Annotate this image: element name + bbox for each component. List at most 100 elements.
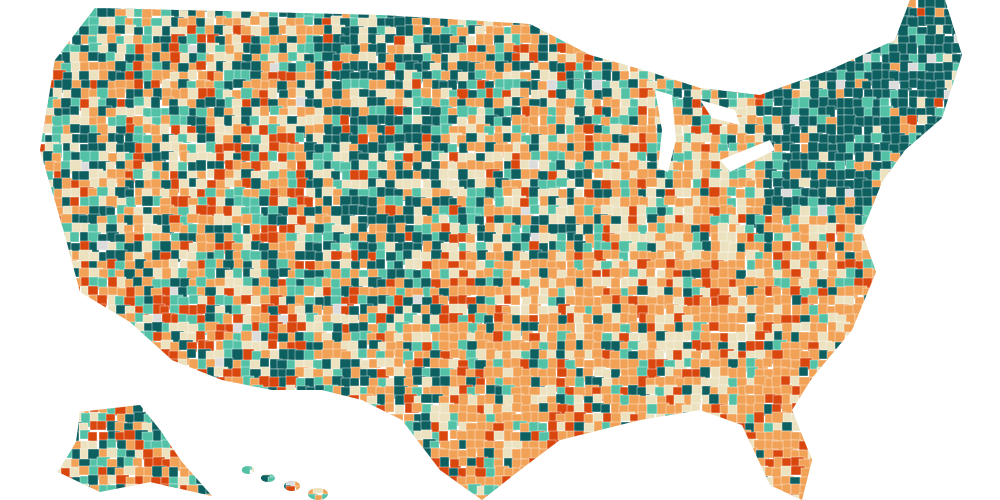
county (710, 0, 721, 14)
county (258, 395, 269, 406)
county (925, 332, 940, 343)
county (963, 251, 974, 264)
county (899, 187, 911, 201)
county (628, 115, 640, 126)
county (17, 97, 28, 106)
county (602, 6, 616, 19)
county (357, 348, 368, 359)
county (42, 277, 54, 292)
county (98, 314, 113, 329)
county (863, 6, 874, 17)
county (963, 125, 976, 139)
county (7, 207, 18, 220)
county (754, 0, 769, 14)
county (981, 386, 995, 398)
county (18, 395, 29, 405)
county (915, 268, 926, 280)
county (321, 394, 336, 405)
county (845, 359, 856, 370)
county (898, 179, 909, 191)
county (78, 384, 91, 399)
county (125, 196, 137, 209)
county (0, 259, 10, 268)
county (141, 359, 155, 372)
county (565, 89, 577, 100)
county (141, 385, 154, 400)
county (305, 0, 321, 9)
county (890, 0, 905, 11)
county (818, 53, 830, 68)
county (953, 357, 962, 369)
county (186, 285, 199, 296)
county (915, 223, 928, 235)
county (924, 123, 935, 134)
county (384, 125, 396, 137)
county (970, 277, 983, 291)
county (420, 168, 432, 180)
county (40, 267, 42, 281)
county (933, 242, 944, 253)
county (772, 71, 783, 85)
county (881, 375, 893, 390)
county (963, 205, 973, 218)
county (0, 369, 12, 383)
county (0, 133, 9, 143)
county (16, 305, 26, 314)
county (989, 35, 1000, 49)
county (726, 0, 741, 12)
county (51, 359, 65, 371)
county (0, 225, 11, 236)
county (152, 349, 163, 362)
county (971, 106, 983, 115)
county (53, 385, 64, 399)
county (871, 33, 887, 47)
county (935, 276, 949, 290)
county (0, 387, 10, 400)
county (25, 367, 38, 379)
county (809, 0, 820, 14)
county (618, 44, 634, 57)
county (637, 62, 648, 73)
county (780, 51, 794, 64)
county (44, 375, 55, 388)
county (17, 241, 28, 250)
county (40, 278, 46, 291)
county (440, 7, 456, 20)
county (582, 223, 594, 236)
county (222, 0, 236, 11)
county (899, 286, 910, 297)
county (942, 204, 953, 217)
county (7, 396, 18, 407)
county (963, 331, 974, 344)
county (26, 89, 37, 103)
county (719, 0, 734, 11)
county (981, 270, 994, 284)
county (0, 331, 11, 342)
county (755, 25, 768, 41)
county (924, 384, 935, 395)
county (960, 96, 962, 112)
county (790, 44, 804, 58)
county (990, 342, 1000, 353)
county (916, 151, 927, 163)
county (294, 151, 307, 163)
county (79, 366, 92, 377)
county (494, 7, 506, 19)
county (988, 332, 998, 342)
county (943, 377, 957, 390)
county (852, 366, 867, 382)
county (980, 314, 993, 327)
county (861, 26, 873, 38)
county (0, 8, 8, 19)
county (402, 249, 413, 261)
county (40, 8, 48, 23)
county (53, 251, 68, 265)
county (708, 35, 721, 50)
county (963, 45, 972, 58)
county (448, 151, 460, 163)
county (960, 62, 962, 78)
county (573, 132, 586, 143)
county (763, 62, 774, 75)
county (71, 294, 83, 306)
county (735, 78, 751, 90)
